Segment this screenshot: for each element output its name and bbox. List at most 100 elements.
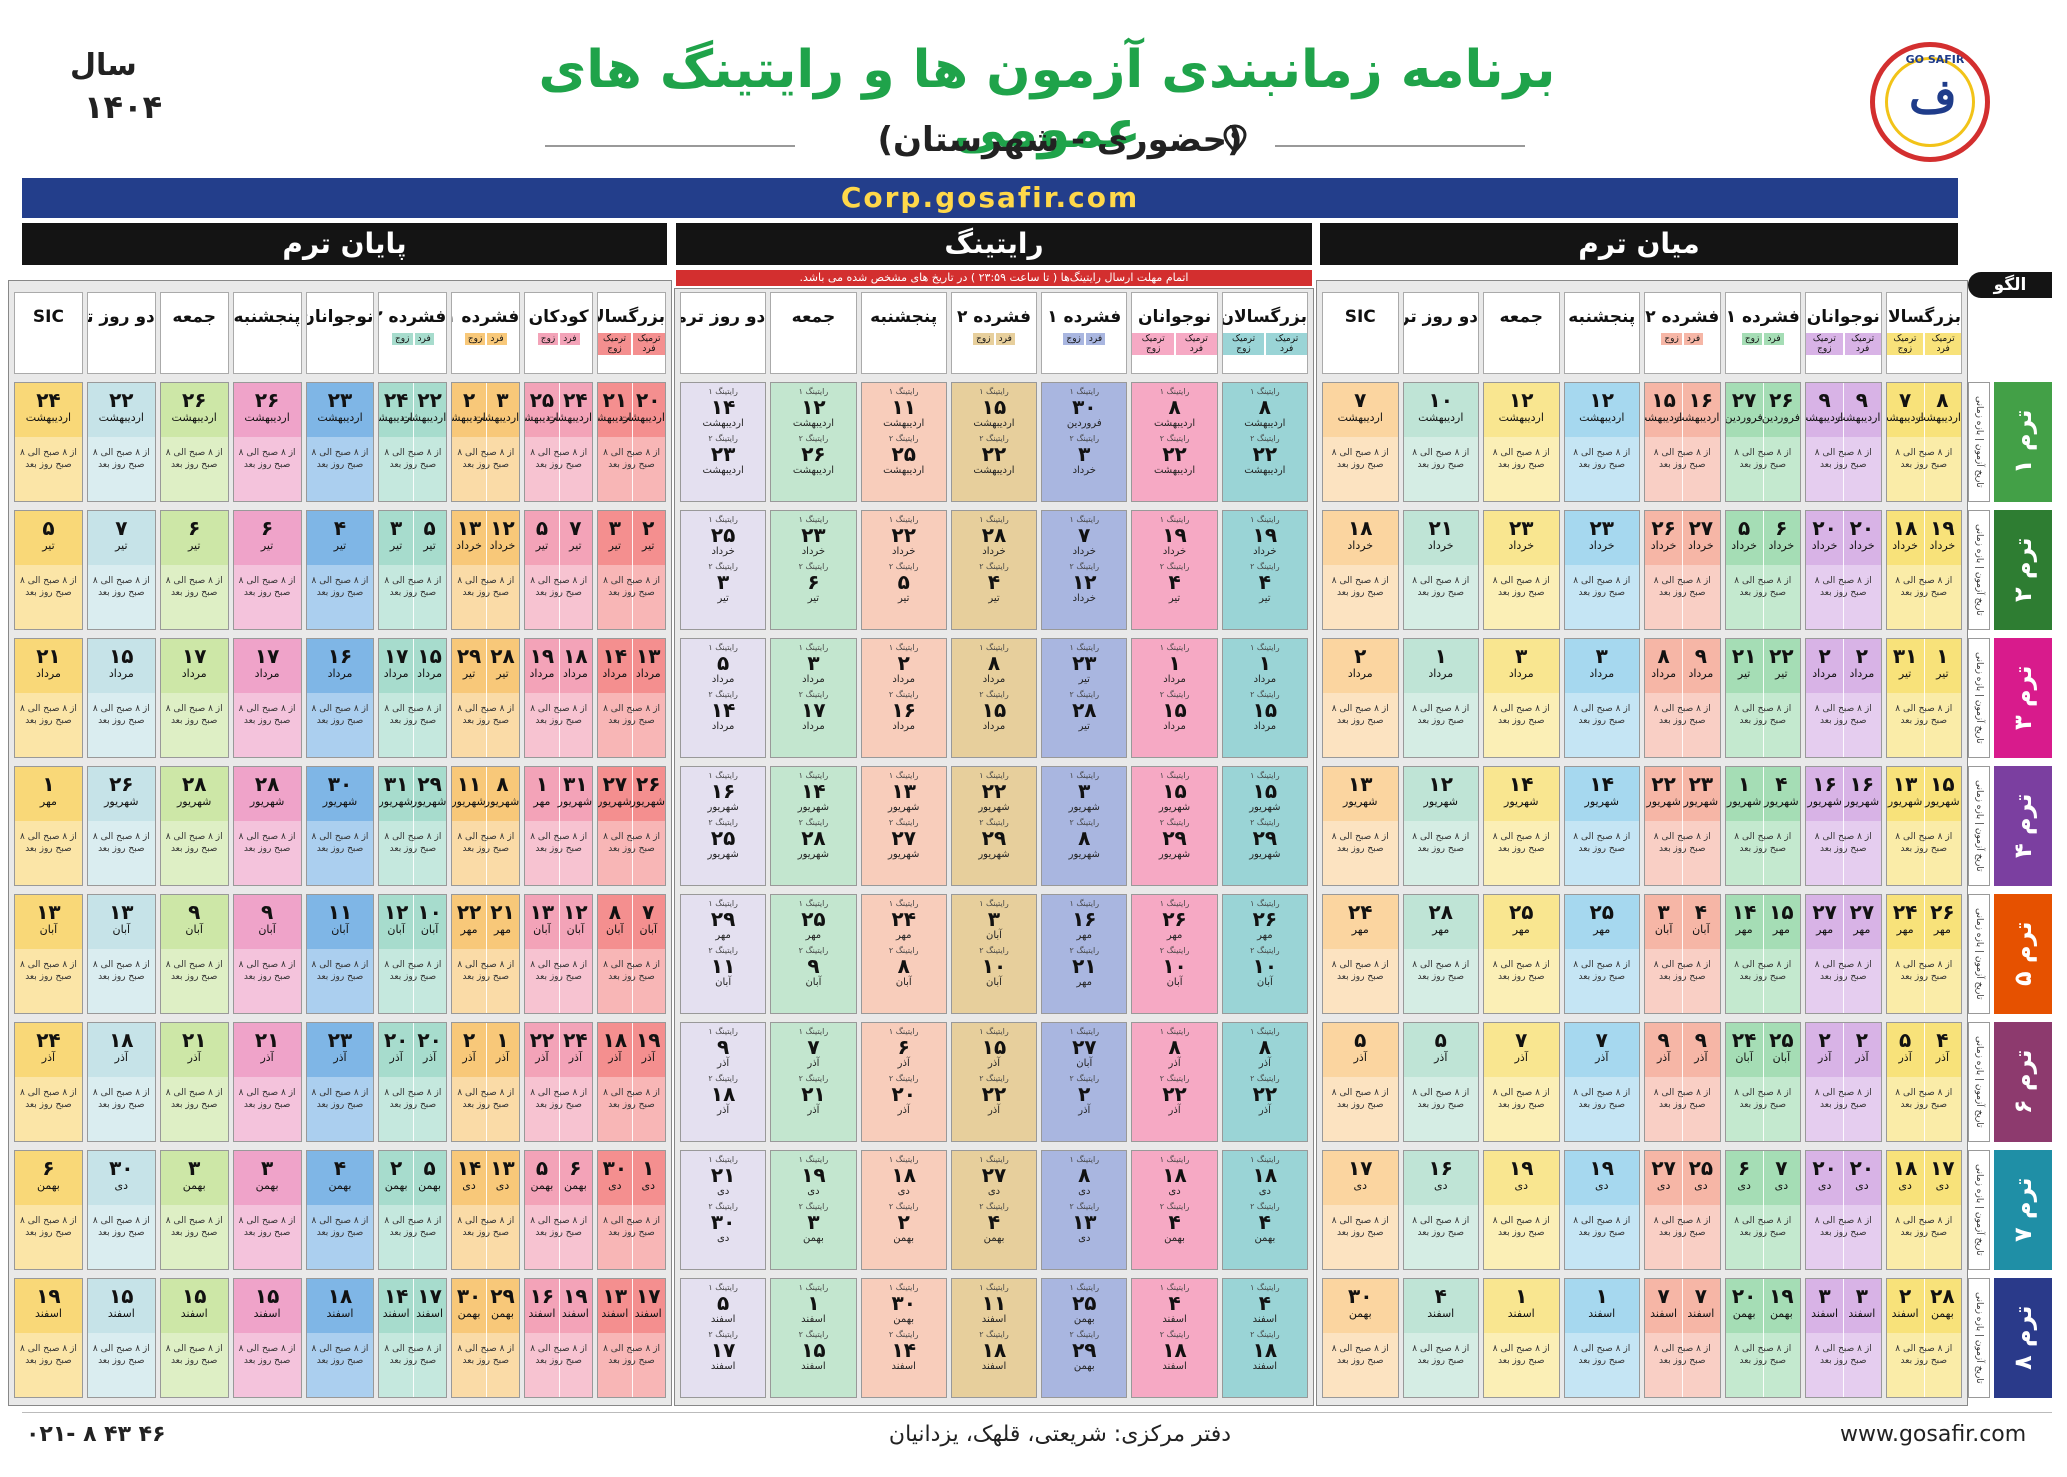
time-window: از ۸ صبح الی ۸ صبح روز بعد (160, 1333, 228, 1397)
exam-date: ۲۵ مهر (1484, 895, 1559, 947)
rating-cell: رایتینگ ۱ ۴ اسفند رایتینگ ۲ ۱۸ اسفند (1131, 1278, 1218, 1398)
date-number: ۱۴ (710, 698, 736, 722)
date-month: مهر (493, 923, 511, 936)
cell-divider (1762, 511, 1764, 629)
date-month: اردیبهشت (400, 411, 447, 424)
exam-date: ۱ اسفند (1565, 1279, 1640, 1331)
exam-date-half: ۲۱ تیر (1726, 639, 1763, 681)
date-month: مهر (1772, 923, 1790, 936)
date-number: ۱۴ (710, 395, 736, 419)
date-month: مرداد (802, 721, 825, 732)
date-number: ۷ (1515, 1028, 1528, 1052)
date-number: ۵ (1354, 1028, 1367, 1052)
date-month: دی (1898, 1179, 1912, 1192)
date-number: ۲۳ (1589, 516, 1614, 540)
gosafir-logo: ﻑ GO SAFIR (1870, 42, 1990, 162)
column-subtitles: فرد زوج (525, 333, 592, 345)
exam-cell: ۱۳ دی ۱۴ دی از ۸ صبح الی ۸ صبح روز بعد (451, 1150, 521, 1270)
column-title: کودکان (528, 307, 589, 327)
date-month: آبان (1735, 1051, 1753, 1064)
exam-date: ۲۵ مهر (1565, 895, 1640, 947)
date-month: دی (1594, 1179, 1609, 1192)
exam-date-half: ۲ آذر (1843, 1023, 1880, 1065)
date-month: مرداد (108, 667, 134, 680)
date-month: شهریور (978, 849, 1010, 860)
rating-label: رایتینگ ۱ (798, 1155, 829, 1164)
date-number: ۲۲ (456, 900, 482, 924)
date-number: ۴ (987, 1210, 1001, 1234)
column-subtitle: فرد (487, 333, 507, 345)
time-window: از ۸ صبح الی ۸ صبح روز بعد (160, 1205, 228, 1269)
time-window: از ۸ صبح الی ۸ صبح روز بعد (598, 437, 665, 501)
date-number: ۱۸ (1252, 1163, 1278, 1187)
cell-divider (1682, 639, 1684, 757)
exam-cell: ۳۰ بهمن از ۸ صبح الی ۸ صبح روز بعد (1322, 1278, 1399, 1398)
date-number: ۲۵ (529, 388, 555, 412)
cell-divider (485, 895, 487, 1013)
exam-cell: ۸ شهریور ۱۱ شهریور از ۸ صبح الی ۸ صبح روز بع… (451, 766, 521, 886)
time-window: از ۸ صبح الی ۸ صبح روز بعد (379, 437, 447, 501)
date-number: ۴ (1775, 772, 1788, 796)
date-number: ۲ (1354, 644, 1367, 668)
date-number: ۲۳ (1509, 516, 1534, 540)
exam-date: ۲۸ مهر (1404, 895, 1479, 947)
rating-label: رایتینگ ۲ (1250, 1074, 1280, 1083)
date-month: دی (1935, 1179, 1950, 1192)
cell-divider (558, 895, 560, 1013)
rating-cell: رایتینگ ۱ ۸ مرداد رایتینگ ۲ ۱۵ مرداد (950, 638, 1038, 758)
exam-date: ۵ بهمن ۲ بهمن (379, 1151, 446, 1203)
exam-date: ۲۳ خرداد (1565, 511, 1640, 563)
date-number: ۱۷ (383, 644, 409, 668)
date-number: ۲ (1078, 1082, 1091, 1106)
time-window: از ۸ صبح الی ۸ صبح روز بعد (306, 949, 374, 1013)
date-number: ۲۳ (1072, 651, 1097, 675)
rating-label: رایتینگ ۲ (1159, 1202, 1190, 1211)
time-window: از ۸ صبح الی ۸ صبح روز بعد (1323, 821, 1398, 885)
date-number: ۳ (1078, 442, 1091, 466)
date-month: شهریور (797, 802, 830, 813)
date-number: ۲ (1818, 644, 1831, 668)
date-month: شهریور (707, 802, 739, 813)
rating-cell: رایتینگ ۱ ۲۲ خرداد رایتینگ ۲ ۵ تیر (860, 510, 947, 630)
time-window: از ۸ صبح الی ۸ صبح روز بعد (1484, 1333, 1559, 1397)
date-number: ۴ (1434, 1284, 1447, 1308)
rating-label: رایتینگ ۱ (798, 1027, 829, 1036)
exam-date-half: ۳ تیر (598, 511, 631, 553)
rating-label: رایتینگ ۲ (1069, 946, 1100, 955)
exam-date-half: ۵ خرداد (1726, 511, 1763, 553)
date-number: ۸ (1936, 388, 1949, 412)
date-month: آذر (535, 1051, 549, 1064)
exam-cell: ۱۲ اردیبهشت از ۸ صبح الی ۸ صبح روز بعد (1483, 382, 1560, 502)
time-window: از ۸ صبح الی ۸ صبح روز بعد (1725, 821, 1800, 885)
date-month: آذر (897, 1058, 910, 1069)
date-month: بهمن (1164, 1233, 1185, 1244)
date-number: ۱۳ (891, 779, 916, 803)
date-number: ۳ (608, 516, 621, 540)
date-number: ۲۴ (1731, 1028, 1757, 1052)
exam-date: ۱ آذر ۲ آذر (452, 1023, 519, 1075)
date-number: ۶ (188, 516, 201, 540)
date-month: تیر (187, 539, 201, 552)
date-month: دی (1656, 1179, 1671, 1192)
column-title: دو روز ترمیک (681, 307, 766, 327)
cell-divider (1843, 1023, 1845, 1141)
date-number: ۲۶ (109, 772, 134, 796)
exam-cell: ۱۶ مرداد از ۸ صبح الی ۸ صبح روز بعد (305, 638, 375, 758)
exam-date-half: ۱۸ مرداد (559, 639, 592, 681)
rating-cell: رایتینگ ۱ ۱۲ اردیبهشت رایتینگ ۲ ۲۶ اردیبهشت (770, 382, 857, 502)
date-number: ۲۱ (1731, 644, 1757, 668)
date-number: ۱۷ (1930, 1156, 1955, 1180)
rating-label: رایتینگ ۲ (798, 434, 829, 443)
date-month: شهریور (557, 795, 593, 808)
date-month: خرداد (892, 546, 916, 557)
date-month: شهریور (1068, 802, 1100, 813)
date-number: ۱۹ (1769, 1284, 1794, 1308)
rating-label: رایتینگ ۱ (708, 1155, 738, 1164)
time-window: از ۸ صبح الی ۸ صبح روز بعد (1323, 1077, 1398, 1141)
footer-website-link[interactable]: www.gosafir.com (1840, 1422, 2027, 1447)
url-bar[interactable]: Corp.gosafir.com (22, 178, 1958, 218)
exam-date: ۶ خرداد ۵ خرداد (1726, 511, 1801, 563)
